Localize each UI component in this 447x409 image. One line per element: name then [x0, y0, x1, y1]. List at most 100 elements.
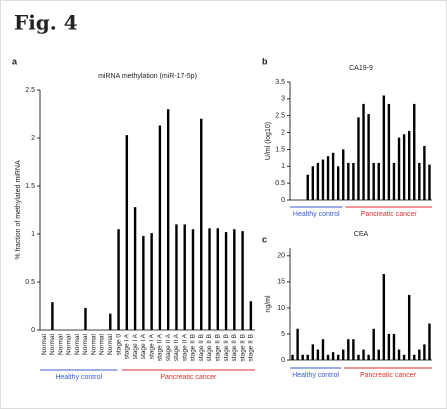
y-tick-label: 0: [281, 197, 285, 204]
bar: [357, 354, 360, 360]
y-tick-label: 2: [281, 129, 285, 136]
bar: [392, 333, 396, 360]
group-label: Pancreatic cancer: [160, 374, 217, 381]
bar: [367, 114, 370, 200]
bar: [392, 162, 396, 200]
x-tick-label: Normal: [74, 333, 81, 355]
bar: [142, 235, 145, 330]
y-tick-label: 1: [281, 163, 285, 170]
bar: [200, 118, 203, 330]
y-tick-label: 20: [277, 253, 285, 260]
bar: [382, 274, 386, 360]
y-tick-label: 2.5: [275, 113, 285, 120]
bar: [407, 130, 411, 200]
group-label: Healthy control: [292, 372, 339, 379]
bar: [357, 117, 360, 200]
y-tick-label: 0: [281, 357, 285, 364]
y-tick-label: 1.5: [275, 146, 285, 153]
x-tick-label: stage II B: [215, 334, 222, 361]
bar: [316, 349, 320, 360]
bar: [423, 146, 426, 200]
bar: [306, 174, 309, 200]
x-tick-label: stage II B: [190, 334, 197, 361]
x-tick-label: stage II B: [198, 334, 205, 361]
y-tick-label: 3: [281, 96, 285, 103]
y-axis-label: ng/ml: [265, 295, 272, 313]
bar: [316, 162, 320, 200]
bar: [306, 354, 309, 360]
bar: [311, 166, 315, 200]
bar: [418, 349, 421, 360]
bar: [326, 354, 330, 360]
bar: [402, 354, 406, 360]
x-tick-label: Normal: [107, 333, 114, 355]
bar: [166, 109, 170, 330]
bar: [397, 349, 401, 360]
x-tick-label: Normal: [41, 333, 48, 355]
bar: [413, 354, 416, 360]
y-tick-label: 10: [277, 305, 285, 312]
x-tick-label: stage I A: [140, 333, 147, 359]
chart-title: CA19-9: [349, 65, 373, 72]
bar: [372, 162, 375, 200]
bar: [377, 162, 380, 200]
bar: [336, 354, 340, 360]
x-tick-label: stage II B: [239, 334, 246, 361]
x-tick-label: stage II A: [181, 333, 188, 361]
bar: [418, 162, 421, 200]
chart-title: miRNA methylation (miR-17-5p): [98, 73, 197, 80]
group-label: Healthy control: [293, 211, 340, 218]
x-tick-label: Normal: [57, 333, 64, 355]
y-tick-label: 1: [31, 231, 35, 238]
bar: [342, 349, 345, 360]
bar: [387, 103, 391, 200]
panel-label: b: [262, 56, 268, 66]
figure-title: Fig. 4: [14, 11, 78, 35]
bar: [428, 323, 431, 360]
x-tick-label: stage I A: [124, 333, 131, 359]
panel-label: a: [12, 56, 18, 66]
bar: [133, 207, 137, 330]
bar: [336, 166, 340, 200]
bar: [321, 339, 325, 360]
bar: [402, 134, 406, 200]
bar: [331, 352, 335, 360]
x-tick-label: Normal: [99, 333, 106, 355]
group-label: Pancreatic cancer: [361, 211, 418, 218]
bar: [397, 137, 401, 200]
panel-label: c: [262, 234, 267, 244]
bar: [413, 103, 416, 200]
bar: [362, 103, 365, 200]
bar: [347, 339, 350, 360]
bar: [150, 233, 153, 330]
x-tick-label: stage II B: [206, 334, 213, 361]
x-tick-label: stage I A: [132, 333, 139, 359]
chart-title: CEA: [354, 231, 369, 238]
bar: [352, 162, 355, 200]
bar: [191, 229, 195, 330]
y-tick-label: 5: [281, 331, 285, 338]
bar: [342, 149, 345, 200]
y-tick-label: 0.5: [275, 180, 285, 187]
bar: [377, 349, 380, 360]
bar: [382, 95, 386, 200]
bar: [51, 302, 54, 330]
bar: [117, 229, 120, 330]
x-tick-label: stage II A: [157, 333, 164, 361]
bar: [183, 224, 186, 330]
group-label: Pancreatic cancer: [360, 372, 417, 379]
y-tick-label: 15: [277, 279, 285, 286]
x-tick-label: Normal: [82, 333, 89, 355]
y-tick-label: 0.5: [25, 279, 35, 286]
bar: [362, 349, 365, 360]
x-tick-label: stage II A: [173, 333, 180, 361]
x-tick-label: stage II B: [223, 334, 230, 361]
bar: [372, 328, 375, 360]
y-axis-label: % fraction of methylated miRNA: [15, 160, 22, 260]
x-tick-label: Normal: [66, 333, 73, 355]
bar: [326, 156, 330, 200]
y-tick-label: 3.5: [275, 79, 285, 86]
x-tick-label: stage II B: [248, 334, 255, 361]
y-tick-label: 2: [31, 135, 35, 142]
